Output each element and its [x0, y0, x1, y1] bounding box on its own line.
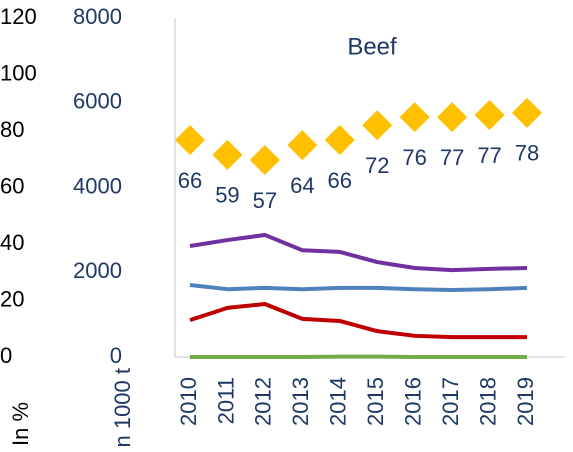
diamond-marker: [437, 102, 467, 132]
y2-axis-title: in 1000 t: [110, 368, 135, 447]
diamond-marker: [250, 145, 280, 175]
x-tick-label: 2011: [213, 377, 238, 424]
data-label: 77: [477, 143, 501, 168]
x-tick-label: 2017: [438, 377, 463, 426]
diamond-marker: [512, 98, 542, 128]
data-label: 77: [440, 145, 464, 170]
diamond-marker: [400, 102, 430, 132]
chart-title: Beef: [347, 33, 397, 60]
y2-tick-label: 0: [110, 343, 122, 368]
data-label: 66: [178, 168, 202, 193]
y2-tick-label: 2000: [73, 258, 122, 283]
y-tick-label: 60: [0, 173, 24, 198]
series-line: [190, 304, 527, 337]
diamond-marker: [287, 130, 317, 160]
data-label: 66: [328, 168, 352, 193]
y-tick-label: 20: [0, 286, 24, 311]
diamond-marker: [475, 100, 505, 130]
y-tick-label: 80: [0, 117, 24, 142]
y2-tick-label: 6000: [73, 89, 122, 114]
x-tick-label: 2015: [363, 377, 388, 426]
series-line: [190, 285, 527, 290]
data-label: 57: [253, 188, 277, 213]
y-axis-title: In %: [8, 402, 33, 446]
y-tick-label: 100: [0, 60, 37, 85]
x-tick-label: 2013: [288, 377, 313, 426]
data-label: 76: [402, 145, 426, 170]
x-tick-label: 2014: [326, 377, 351, 426]
x-tick-label: 2012: [251, 377, 276, 426]
x-tick-label: 2016: [400, 377, 425, 426]
diamond-marker: [362, 110, 392, 140]
x-tick-label: 2010: [176, 377, 201, 426]
diamond-marker: [212, 140, 242, 170]
data-label: 78: [515, 141, 539, 166]
data-label: 59: [215, 183, 239, 208]
data-label: 64: [290, 173, 314, 198]
series-line: [190, 235, 527, 270]
y2-tick-label: 8000: [73, 4, 122, 29]
y-tick-label: 120: [0, 4, 37, 29]
diamond-marker: [175, 125, 205, 155]
data-label: 72: [365, 153, 389, 178]
y2-tick-label: 4000: [73, 173, 122, 198]
x-tick-label: 2019: [513, 377, 538, 426]
x-tick-label: 2018: [475, 377, 500, 426]
diamond-marker: [325, 125, 355, 155]
y-tick-label: 0: [0, 343, 12, 368]
y-tick-label: 40: [0, 230, 24, 255]
